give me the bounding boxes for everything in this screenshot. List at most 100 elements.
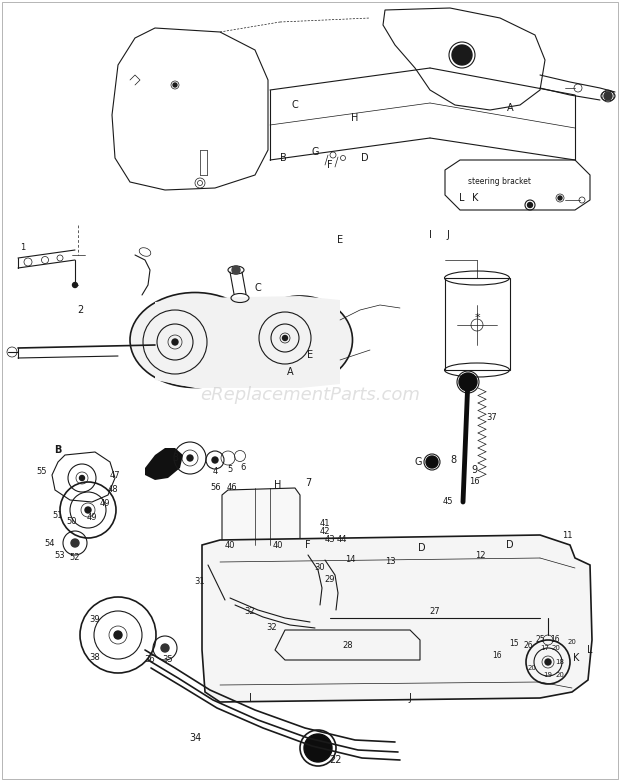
Polygon shape [222,488,300,545]
Text: K: K [472,193,478,203]
Text: 16: 16 [550,636,560,644]
Text: A: A [286,367,293,377]
Text: 52: 52 [69,554,80,562]
Text: 54: 54 [45,539,55,547]
Text: L: L [459,193,465,203]
Text: B: B [55,445,61,455]
Text: 53: 53 [55,551,65,559]
Text: 41: 41 [320,519,330,529]
Text: 19: 19 [544,672,552,678]
Text: 36: 36 [144,655,156,665]
Text: L: L [587,645,593,655]
Text: 31: 31 [195,577,205,587]
Circle shape [187,455,193,461]
Text: 20: 20 [552,645,560,651]
Text: H: H [274,480,281,490]
Text: 35: 35 [162,655,174,665]
Text: 37: 37 [487,413,497,423]
Text: 44: 44 [337,536,347,544]
Text: 28: 28 [343,640,353,650]
Text: 43: 43 [325,536,335,544]
Circle shape [545,659,551,665]
Text: 40: 40 [273,540,283,550]
Polygon shape [202,535,592,702]
Circle shape [79,476,84,480]
Text: 15: 15 [509,639,519,647]
Text: D: D [418,543,426,553]
Text: 46: 46 [227,483,237,491]
Text: J: J [409,693,412,703]
Circle shape [71,539,79,547]
Circle shape [212,457,218,463]
Ellipse shape [247,296,353,384]
Text: 51: 51 [53,511,63,519]
Text: 16: 16 [469,477,479,487]
Text: 48: 48 [108,486,118,494]
Text: D: D [506,540,514,550]
Text: J: J [446,230,450,240]
Circle shape [173,83,177,87]
Text: 29: 29 [325,576,335,584]
Text: 5: 5 [228,465,232,475]
Text: 40: 40 [224,540,235,550]
Circle shape [114,631,122,639]
Text: 7: 7 [305,478,311,488]
Circle shape [232,266,240,274]
Text: D: D [361,153,369,163]
Polygon shape [155,296,340,388]
Circle shape [604,92,612,100]
Text: 12: 12 [475,551,485,559]
Text: F: F [305,540,311,550]
Text: 14: 14 [345,555,355,565]
Text: 32: 32 [245,608,255,616]
Text: B: B [280,153,286,163]
Circle shape [528,202,533,208]
Text: 49: 49 [100,498,110,508]
Text: I: I [428,230,432,240]
Text: G: G [311,147,319,157]
Circle shape [172,339,178,345]
Circle shape [459,373,477,391]
Text: 20: 20 [528,665,536,671]
Text: I: I [249,693,252,703]
Text: 27: 27 [430,608,440,616]
Text: steering bracket: steering bracket [469,177,531,187]
Text: 38: 38 [90,654,100,662]
Text: 17: 17 [541,645,549,651]
Text: 47: 47 [110,470,120,480]
Text: 1: 1 [20,244,25,252]
Text: 18: 18 [556,659,564,665]
Text: C: C [291,100,298,110]
Text: H: H [352,113,359,123]
Text: 39: 39 [90,615,100,625]
Text: 45: 45 [443,497,453,507]
Text: *: * [474,313,480,323]
Text: 20: 20 [556,672,564,678]
Ellipse shape [130,293,260,387]
Text: E: E [337,235,343,245]
Text: 6: 6 [241,463,246,473]
Text: 32: 32 [267,623,277,633]
Text: 13: 13 [384,558,396,566]
Text: 11: 11 [562,530,572,540]
Text: 8: 8 [450,455,456,465]
Circle shape [426,456,438,468]
Text: A: A [507,103,513,113]
Text: 2: 2 [77,305,83,315]
Text: 9: 9 [471,465,477,475]
Polygon shape [145,448,183,480]
Text: C: C [255,283,262,293]
Text: 55: 55 [37,468,47,476]
Text: E: E [307,350,313,360]
Text: F: F [327,160,333,170]
Text: 50: 50 [67,518,78,526]
Circle shape [161,644,169,652]
Circle shape [304,734,332,762]
Text: 30: 30 [315,564,326,572]
Circle shape [558,196,562,200]
Circle shape [85,507,91,513]
Circle shape [283,336,288,341]
Text: 25: 25 [535,636,545,644]
Text: 16: 16 [492,651,502,659]
Text: 49: 49 [87,513,97,522]
